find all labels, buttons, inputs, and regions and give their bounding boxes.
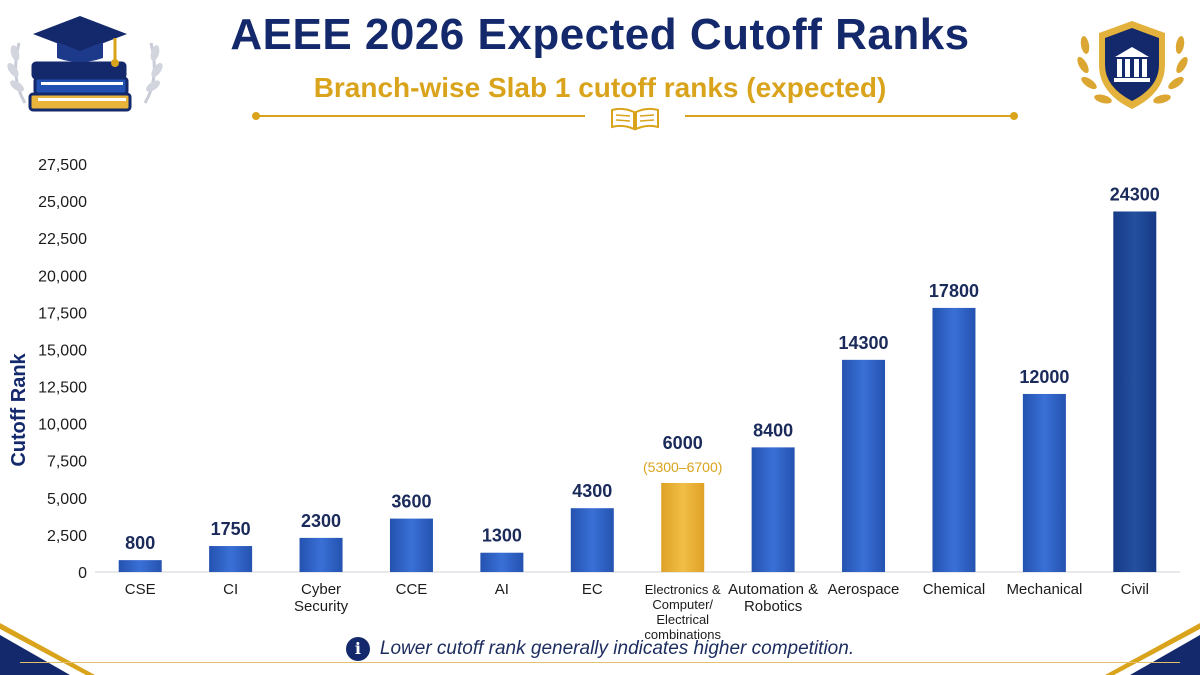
y-tick-label: 20,000 bbox=[38, 268, 87, 285]
bar bbox=[118, 560, 162, 572]
data-label: 1750 bbox=[211, 519, 251, 539]
bar bbox=[661, 482, 705, 572]
info-icon: i bbox=[345, 637, 370, 661]
range-label: (5300–6700) bbox=[643, 459, 722, 475]
data-label: 14300 bbox=[839, 333, 889, 353]
x-tick-label: AI bbox=[495, 581, 509, 598]
bar bbox=[480, 552, 524, 572]
y-tick-label: 27,500 bbox=[38, 157, 87, 174]
data-label: 2300 bbox=[301, 511, 341, 531]
university-shield-icon bbox=[1077, 21, 1188, 109]
y-tick-label: 10,000 bbox=[38, 417, 87, 434]
page-title: AEEE 2026 Expected Cutoff Ranks bbox=[230, 10, 970, 59]
y-tick-label: 5,000 bbox=[47, 491, 87, 508]
data-label: 24300 bbox=[1110, 184, 1160, 204]
data-label: 12000 bbox=[1019, 367, 1069, 387]
x-tick-label: CI bbox=[223, 581, 238, 598]
data-label: 3600 bbox=[391, 492, 431, 512]
footnote-text: Lower cutoff rank generally indicates hi… bbox=[379, 638, 855, 659]
bar bbox=[570, 508, 614, 572]
data-label: 1300 bbox=[482, 526, 522, 546]
bar bbox=[209, 546, 253, 572]
x-tick-label: Computer/ bbox=[652, 597, 713, 612]
x-tick-label: Mechanical bbox=[1006, 581, 1082, 598]
x-tick-label: Robotics bbox=[744, 598, 802, 615]
graduation-books-icon bbox=[7, 16, 163, 112]
bar bbox=[842, 359, 886, 572]
x-tick-label: Cyber bbox=[301, 581, 341, 598]
bar bbox=[932, 307, 976, 572]
open-book-icon bbox=[252, 107, 1018, 131]
x-tick-label: Civil bbox=[1121, 581, 1149, 598]
bar bbox=[389, 518, 433, 572]
y-tick-label: 17,500 bbox=[38, 305, 87, 322]
y-tick-label: 12,500 bbox=[38, 380, 87, 397]
data-label: 6000 bbox=[663, 433, 703, 453]
page-subtitle: Branch-wise Slab 1 cutoff ranks (expecte… bbox=[313, 72, 887, 103]
data-label: 17800 bbox=[929, 281, 979, 301]
footer-divider bbox=[20, 662, 1180, 663]
x-tick-label: combinations bbox=[644, 627, 721, 640]
y-tick-label: 25,000 bbox=[38, 194, 87, 211]
y-tick-label: 15,000 bbox=[38, 342, 87, 359]
y-tick-label: 2,500 bbox=[47, 528, 87, 545]
bar bbox=[299, 537, 343, 572]
y-axis-label: Cutoff Rank bbox=[8, 352, 30, 466]
y-tick-label: 7,500 bbox=[47, 454, 87, 471]
bar bbox=[1113, 211, 1157, 572]
data-label: 8400 bbox=[753, 420, 793, 440]
cutoff-rank-bar-chart: Cutoff Rank 0 2,500 5,000 7,500 10,000 12,500… bbox=[8, 157, 1180, 640]
x-tick-label: Electronics & bbox=[645, 582, 721, 597]
x-tick-label: Security bbox=[294, 598, 349, 615]
y-tick-label: 22,500 bbox=[38, 231, 87, 248]
x-tick-label: Chemical bbox=[923, 581, 986, 598]
x-tick-label: Automation & bbox=[728, 581, 818, 598]
data-label: 800 bbox=[125, 533, 155, 553]
x-tick-label: Electrical bbox=[656, 612, 709, 627]
bar bbox=[1022, 393, 1066, 572]
x-tick-label: CSE bbox=[125, 581, 156, 598]
x-tick-label: Aerospace bbox=[828, 581, 900, 598]
footnote: i Lower cutoff rank generally indicates h… bbox=[0, 637, 1200, 662]
data-label: 4300 bbox=[572, 481, 612, 501]
x-tick-label: CCE bbox=[396, 581, 428, 598]
bar bbox=[751, 447, 795, 572]
x-tick-label: EC bbox=[582, 581, 603, 598]
y-tick-label: 0 bbox=[78, 565, 87, 582]
